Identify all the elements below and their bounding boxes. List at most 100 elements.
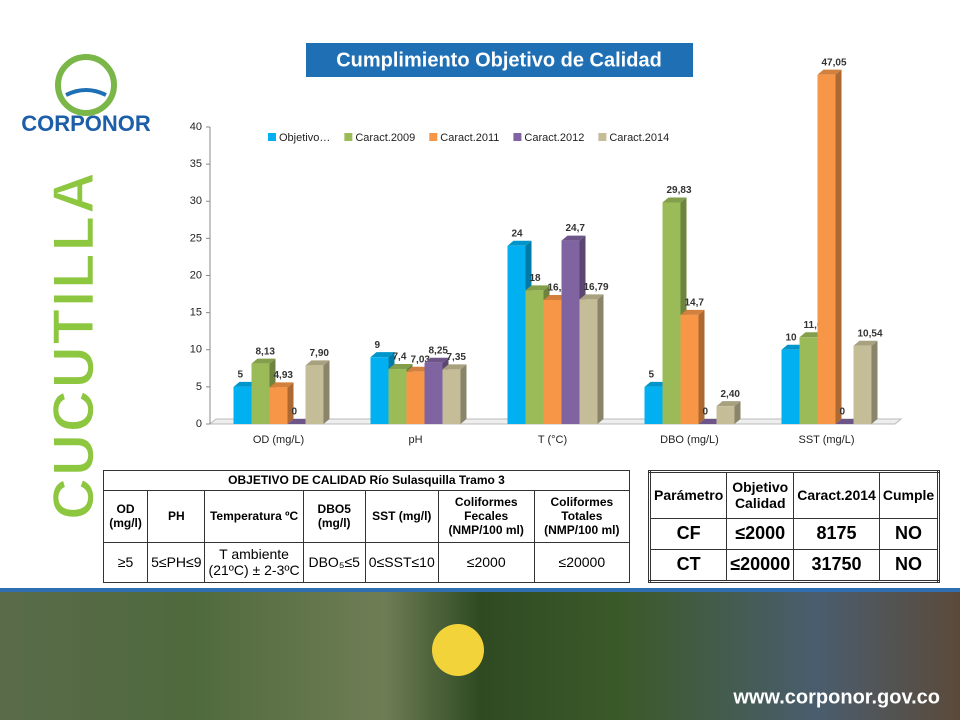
bar: [251, 363, 270, 424]
chart-title: Cumplimiento Objetivo de Calidad: [336, 49, 662, 71]
data-label: 16,79: [584, 282, 609, 293]
bar: [716, 406, 735, 424]
data-label: 18: [530, 273, 542, 284]
bar-side: [287, 382, 294, 424]
logo-wave: [65, 88, 107, 97]
legend-swatch: [344, 133, 353, 141]
bar-side: [698, 309, 705, 424]
objective-table: OBJETIVO DE CALIDAD Río Sulasquilla Tram…: [102, 470, 631, 584]
x-tick-label: SST (mg/L): [798, 434, 854, 446]
table-cell: DBO₅≤5: [302, 541, 366, 584]
data-label: 0: [292, 407, 298, 418]
bar-top: [442, 364, 467, 370]
table-cell: 5≤PH≤9: [147, 541, 206, 584]
side-title: CUCUTILLA: [41, 170, 106, 520]
table-cell: T ambiente (21ºC) ± 2-3ºC: [204, 541, 304, 584]
legend-label: Caract.2009: [355, 132, 415, 144]
y-tick-label: 5: [196, 381, 202, 393]
y-tick-label: 40: [190, 121, 202, 133]
x-tick-label: T (°C): [538, 434, 567, 446]
data-label: 10,54: [858, 328, 883, 339]
bar: [525, 290, 544, 424]
header-cell: Parámetro: [648, 471, 728, 519]
bar: [269, 387, 288, 424]
data-label: 8,25: [429, 345, 449, 356]
header-cell: Coliformes Totales (NMP/100 ml): [533, 489, 631, 543]
bar-top: [424, 357, 449, 363]
data-label: 7,35: [447, 352, 467, 363]
x-tick-label: OD (mg/L): [253, 434, 304, 446]
header-cell: Cumple: [878, 471, 940, 519]
bar: [579, 299, 598, 424]
bar-top: [507, 240, 532, 246]
header-cell: DBO5 (mg/l): [302, 489, 366, 543]
bar: [406, 371, 425, 424]
bar: [442, 369, 461, 424]
bar-top: [305, 360, 330, 366]
header-cell: OD (mg/l): [102, 489, 149, 543]
bar: [388, 369, 407, 424]
bar-top: [680, 309, 705, 315]
table-row: CF ≤2000 8175 NO: [648, 517, 940, 550]
data-label: 8,13: [256, 346, 276, 357]
y-tick-label: 30: [190, 195, 202, 207]
table-cell: ≤2000: [726, 517, 795, 550]
table-cell: CT: [648, 548, 728, 583]
bar-side: [597, 294, 604, 424]
bar: [305, 365, 324, 424]
y-tick-label: 15: [190, 307, 202, 319]
y-tick-label: 0: [196, 418, 202, 430]
legend-swatch: [268, 133, 276, 141]
bar-top: [561, 235, 586, 241]
y-tick-label: 10: [190, 344, 202, 356]
compliance-table: Parámetro Objetivo Calidad Caract.2014 Cump…: [648, 470, 941, 583]
legend-swatch: [598, 133, 607, 141]
bar: [853, 345, 872, 424]
bar: [424, 362, 443, 424]
logo-text: CORPONOR: [21, 111, 151, 136]
x-tick-label: pH: [408, 434, 422, 446]
bar-side: [734, 401, 741, 424]
bar: [233, 386, 252, 424]
data-label: 7,4: [393, 352, 407, 363]
bar-top: [370, 352, 395, 358]
table-cell: 8175: [793, 517, 880, 550]
bar: [817, 74, 836, 424]
table-cell: NO: [878, 517, 940, 550]
header-cell: SST (mg/l): [364, 489, 439, 543]
flower: [432, 624, 484, 676]
divider: [0, 588, 960, 592]
bar-top: [817, 69, 842, 75]
bar-top: [716, 401, 741, 407]
header-cell: Objetivo Calidad: [726, 471, 795, 519]
legend-swatch: [429, 133, 438, 141]
bar-top: [853, 340, 878, 346]
table-title: OBJETIVO DE CALIDAD Río Sulasquilla Tram…: [103, 470, 630, 491]
table-cell: CF: [648, 517, 728, 550]
bar: [561, 240, 580, 424]
bar: [662, 202, 681, 424]
table-cell: 31750: [793, 548, 880, 583]
y-tick-label: 35: [190, 158, 202, 170]
footer-url: www.corponor.gov.co: [732, 686, 940, 708]
bar-side: [835, 69, 842, 424]
table-cell: ≥5: [102, 541, 149, 584]
bar: [370, 357, 389, 424]
data-label: 7,03: [411, 354, 431, 365]
data-label: 0: [703, 407, 709, 418]
x-tick-label: DBO (mg/L): [660, 434, 719, 446]
y-tick-label: 20: [190, 269, 202, 281]
header-cell: Caract.2014: [793, 471, 880, 519]
table-cell: 0≤SST≤10: [364, 541, 439, 584]
bar: [644, 386, 663, 424]
bar-top: [525, 285, 550, 291]
y-tick-label: 25: [190, 232, 202, 244]
table-cell: ≤20000: [726, 548, 795, 583]
legend-swatch: [513, 133, 522, 141]
data-label: 29,83: [667, 185, 692, 196]
bar: [799, 337, 818, 424]
header-cell: Temperatura ºC: [204, 489, 304, 543]
bar: [543, 300, 562, 424]
